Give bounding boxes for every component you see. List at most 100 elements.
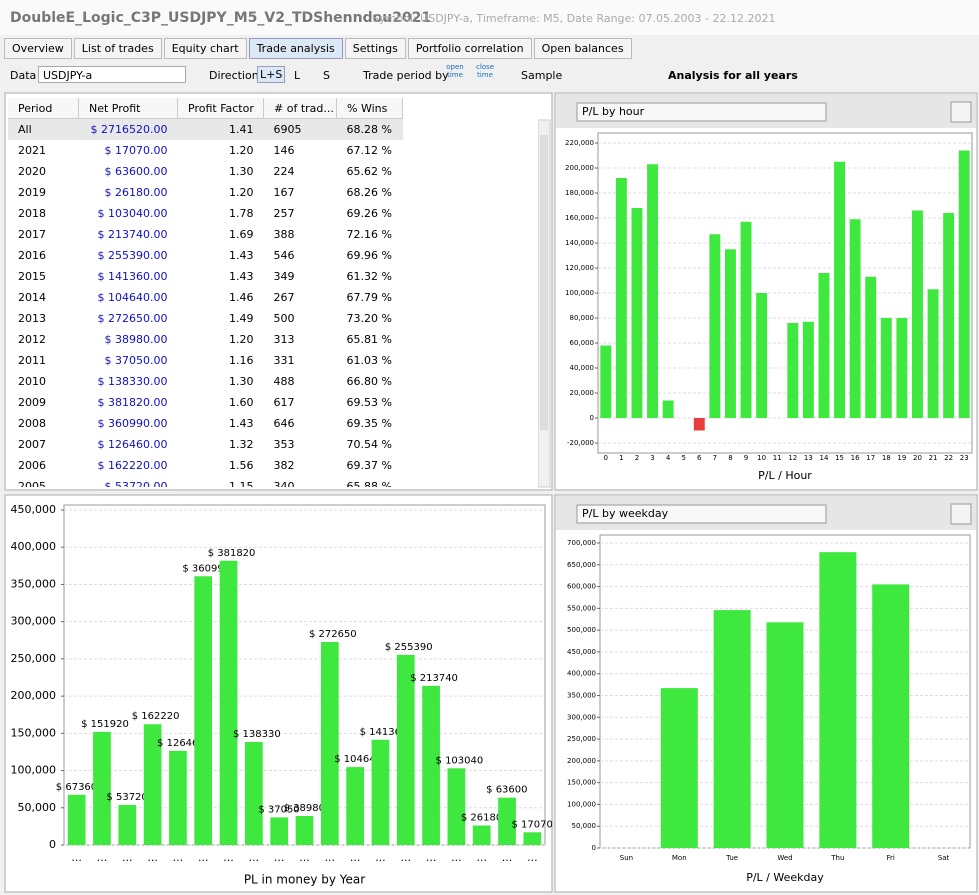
- x-tick-label: 19: [897, 454, 906, 462]
- bar: [766, 622, 804, 848]
- table-cell: $ 138330.00: [97, 375, 168, 388]
- tab[interactable]: Trade analysis: [248, 38, 343, 59]
- table-row[interactable]: 2015 $ 141360.00 1.43 349 61.32 %: [8, 266, 403, 287]
- bar: [447, 768, 466, 845]
- table-row[interactable]: 2020 $ 63600.00 1.30 224 65.62 %: [8, 161, 403, 182]
- x-tick-label: 5: [681, 454, 685, 462]
- y-tick-label: 700,000: [567, 539, 596, 547]
- table-row[interactable]: 2005 $ 53720.00 1.15 340 65.88 %: [8, 476, 403, 487]
- table-row[interactable]: 2007 $ 126460.00 1.32 353 70.54 %: [8, 434, 403, 455]
- x-tick-label: 16: [851, 454, 860, 462]
- bar: [219, 560, 238, 845]
- table-row[interactable]: 2019 $ 26180.00 1.20 167 68.26 %: [8, 182, 403, 203]
- y-tick-label: 500,000: [567, 626, 596, 634]
- x-tick-label: 10: [757, 454, 766, 462]
- table-cell: 257: [273, 207, 295, 220]
- table-row[interactable]: 2010 $ 138330.00 1.30 488 66.80 %: [8, 371, 403, 392]
- value-label: $ 37050: [258, 804, 299, 815]
- direction-button[interactable]: S: [323, 69, 330, 82]
- column-header[interactable]: Period: [8, 98, 79, 119]
- bar: [896, 318, 908, 418]
- bar: [662, 400, 674, 418]
- table-row[interactable]: All $ 2716520.00 1.41 6905 68.28 %: [8, 118, 403, 140]
- column-header[interactable]: % Wins: [336, 98, 403, 119]
- table-row[interactable]: 2006 $ 162220.00 1.56 382 69.37 %: [8, 455, 403, 476]
- period-button[interactable]: open time: [446, 63, 464, 79]
- table-cell: 2015: [18, 270, 46, 283]
- x-tick-label: ...: [71, 851, 82, 864]
- data-dropdown[interactable]: USDJPY-a: [38, 66, 186, 83]
- bar: [912, 210, 923, 418]
- y-tick-label: 250,000: [11, 652, 57, 665]
- x-tick-label: Thu: [830, 854, 844, 862]
- table-cell: $ 126460.00: [97, 438, 168, 451]
- bar: [740, 221, 752, 418]
- table-cell: $ 272650.00: [97, 312, 168, 325]
- table-row[interactable]: 2014 $ 104640.00 1.46 267 67.79 %: [8, 287, 403, 308]
- tab[interactable]: List of trades: [73, 38, 162, 59]
- table-cell: 65.62 %: [346, 165, 392, 178]
- tab[interactable]: Overview: [4, 38, 72, 59]
- x-tick-label: ...: [325, 851, 336, 864]
- value-label: $ 38980: [284, 803, 325, 814]
- value-label: $ 151920: [81, 719, 129, 730]
- value-label: $ 126460: [157, 738, 205, 749]
- table-cell: 69.37 %: [346, 459, 392, 472]
- column-header[interactable]: # of trad...: [263, 98, 337, 119]
- direction-button[interactable]: L+S: [257, 66, 286, 83]
- expand-button[interactable]: [950, 503, 972, 525]
- table-cell: $ 360990.00: [97, 417, 168, 430]
- y-tick-label: 400,000: [11, 540, 57, 553]
- expand-button[interactable]: [950, 101, 972, 123]
- table-cell: 1.56: [229, 459, 254, 472]
- period-button[interactable]: close time: [475, 63, 495, 79]
- bar: [270, 817, 289, 845]
- table-row[interactable]: 2008 $ 360990.00 1.43 646 69.35 %: [8, 413, 403, 434]
- x-tick-label: ...: [274, 851, 285, 864]
- bar: [346, 767, 364, 845]
- x-tick-label: ...: [147, 851, 158, 864]
- table-cell: 353: [273, 438, 295, 451]
- y-tick-label: 50,000: [18, 801, 57, 814]
- column-header[interactable]: Net Profit: [78, 98, 178, 119]
- bar: [802, 321, 814, 418]
- x-tick-label: Mon: [672, 854, 687, 862]
- tab[interactable]: Portfolio correlation: [407, 38, 532, 59]
- table-cell: $ 38980.00: [104, 333, 168, 346]
- table-cell: 69.96 %: [346, 249, 392, 262]
- table-row[interactable]: 2011 $ 37050.00 1.16 331 61.03 %: [8, 350, 403, 371]
- table-cell: 2021: [18, 144, 46, 157]
- table-row[interactable]: 2016 $ 255390.00 1.43 546 69.96 %: [8, 245, 403, 266]
- y-tick-label: 250,000: [567, 735, 596, 743]
- x-tick-label: 6: [697, 454, 702, 462]
- y-tick-label: 50,000: [572, 822, 597, 830]
- toolbar: Data USDJPY-a Direction L+S L S Trade pe…: [0, 60, 979, 90]
- x-tick-label: Sun: [620, 854, 633, 862]
- tab[interactable]: Equity chart: [163, 38, 247, 59]
- table-cell: 73.20 %: [346, 312, 392, 325]
- table-cell: $ 381820.00: [97, 396, 168, 409]
- table-row[interactable]: 2009 $ 381820.00 1.60 617 69.53 %: [8, 392, 403, 413]
- table-row[interactable]: 2018 $ 103040.00 1.78 257 69.26 %: [8, 203, 403, 224]
- table-cell: 1.43: [229, 249, 254, 262]
- tab[interactable]: Settings: [344, 38, 406, 59]
- column-header[interactable]: Profit Factor: [177, 98, 264, 119]
- table-cell: 1.15: [229, 480, 254, 487]
- x-axis-label: PL in money by Year: [244, 873, 365, 887]
- direction-button[interactable]: L: [294, 69, 301, 82]
- value-label: $ 26180: [461, 813, 502, 824]
- window-title: DoubleE_Logic_C3P_USDJPY_M5_V2_TDShenndo…: [10, 10, 432, 26]
- table-cell: 224: [273, 165, 295, 178]
- bar: [725, 249, 736, 418]
- table-row[interactable]: 2017 $ 213740.00 1.69 388 72.16 %: [8, 224, 403, 245]
- bar: [927, 289, 939, 418]
- y-tick-label: 180,000: [565, 189, 594, 197]
- table-row[interactable]: 2012 $ 38980.00 1.20 313 65.81 %: [8, 329, 403, 350]
- dropdown[interactable]: [576, 102, 827, 122]
- table-cell: 2019: [18, 186, 46, 199]
- tab[interactable]: Open balances: [533, 38, 632, 59]
- dropdown[interactable]: [576, 504, 827, 524]
- table-row[interactable]: 2013 $ 272650.00 1.49 500 73.20 %: [8, 308, 403, 329]
- table-row[interactable]: 2021 $ 17070.00 1.20 146 67.12 %: [8, 140, 403, 161]
